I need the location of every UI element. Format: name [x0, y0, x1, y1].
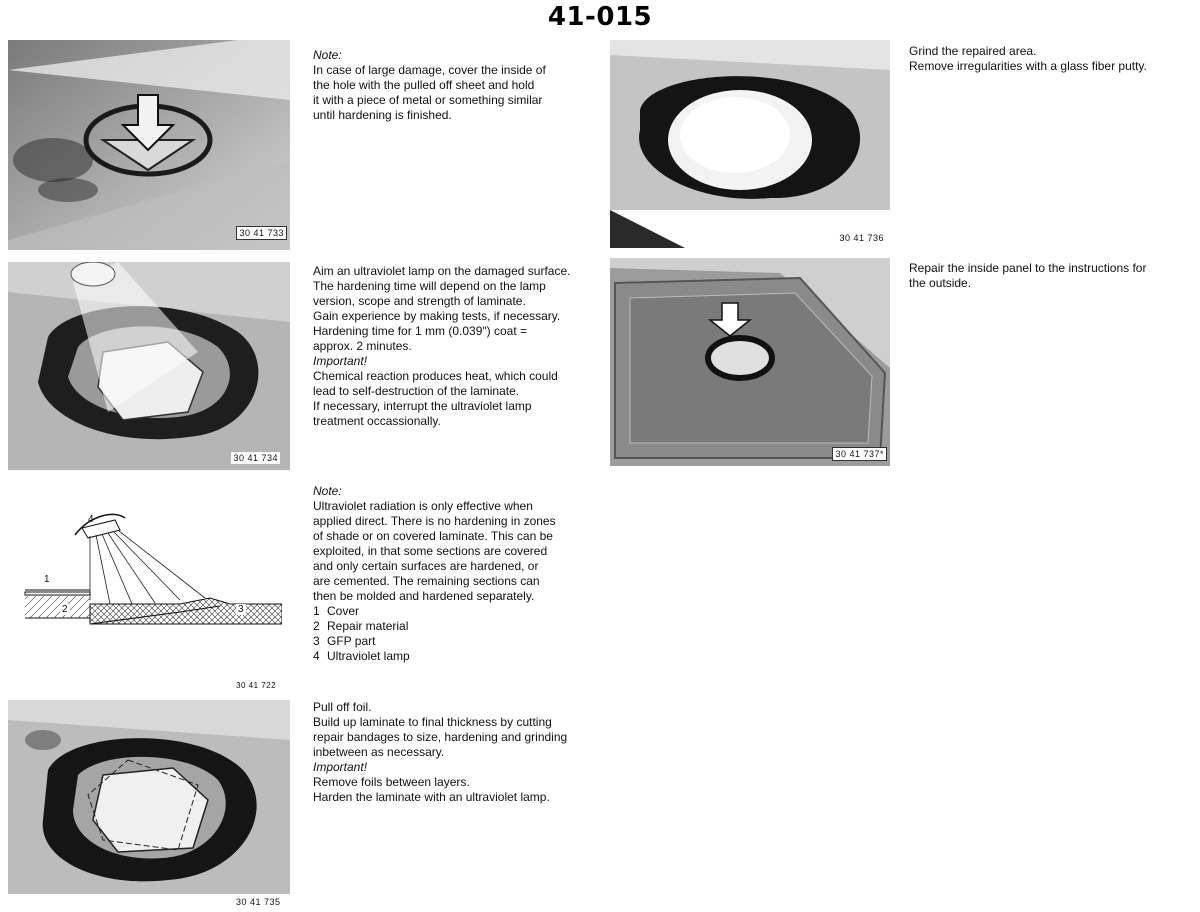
step-body: Aim an ultraviolet lamp on the damaged s…	[313, 264, 571, 353]
step-text-3: Note: Ultraviolet radiation is only effe…	[313, 484, 603, 664]
photo-inside-panel-image	[610, 258, 890, 466]
diagram-callout-1: 1	[44, 574, 50, 585]
figure-code: 30 41 722	[234, 680, 279, 692]
legend-item: 3 GFP part	[313, 634, 376, 648]
photo-cover-hole: 30 41 733	[8, 40, 290, 250]
figure-code: 30 41 736	[837, 232, 886, 244]
step-body-2: Chemical reaction produces heat, which c…	[313, 369, 558, 428]
legend-item: 1 Cover	[313, 604, 360, 618]
step-body-2: Remove foils between layers. Harden the …	[313, 775, 550, 804]
important-label: Important!	[313, 760, 368, 774]
figure-code: 30 41 734	[231, 452, 280, 464]
photo-cover-hole-image	[8, 40, 290, 250]
important-label: Important!	[313, 354, 368, 368]
step-body: In case of large damage, cover the insid…	[313, 63, 546, 122]
step-body: Ultraviolet radiation is only effective …	[313, 499, 556, 603]
note-label: Note:	[313, 48, 342, 62]
figure-code: 30 41 737*	[832, 447, 887, 461]
note-label: Note:	[313, 484, 342, 498]
step-text-4: Pull off foil. Build up laminate to fina…	[313, 700, 603, 805]
diagram-uv-cross-section-image	[24, 513, 283, 625]
step-body: Pull off foil. Build up laminate to fina…	[313, 700, 568, 759]
photo-grind-area: 30 41 736	[610, 40, 890, 248]
step-text-1: Note: In case of large damage, cover the…	[313, 48, 598, 123]
step-text-2: Aim an ultraviolet lamp on the damaged s…	[313, 264, 603, 429]
photo-grind-area-image	[610, 40, 890, 248]
diagram-uv-cross-section: 4 1 2 3	[20, 500, 283, 690]
diagram-callout-3: 3	[236, 604, 246, 615]
page-number: 41-015	[547, 2, 653, 32]
step-text-5: Grind the repaired area. Remove irregula…	[909, 44, 1194, 74]
legend-item: 4 Ultraviolet lamp	[313, 649, 410, 663]
figure-code: 30 41 733	[236, 226, 287, 240]
step-text-6: Repair the inside panel to the instructi…	[909, 261, 1194, 291]
photo-inside-panel: 30 41 737*	[610, 258, 890, 466]
diagram-callout-4: 4	[88, 514, 94, 525]
photo-uv-lamp-image	[8, 262, 290, 470]
photo-uv-lamp: 30 41 734	[8, 262, 290, 470]
step-body: Repair the inside panel to the instructi…	[909, 261, 1147, 290]
photo-build-laminate-image	[8, 700, 290, 894]
legend-item: 2 Repair material	[313, 619, 409, 633]
photo-build-laminate: 30 41 735	[8, 700, 290, 908]
figure-code: 30 41 735	[234, 896, 283, 908]
diagram-legend: 1 Cover 2 Repair material 3 GFP part 4 Ultra…	[313, 604, 603, 664]
diagram-callout-2: 2	[60, 604, 70, 615]
step-body: Grind the repaired area. Remove irregula…	[909, 44, 1147, 73]
